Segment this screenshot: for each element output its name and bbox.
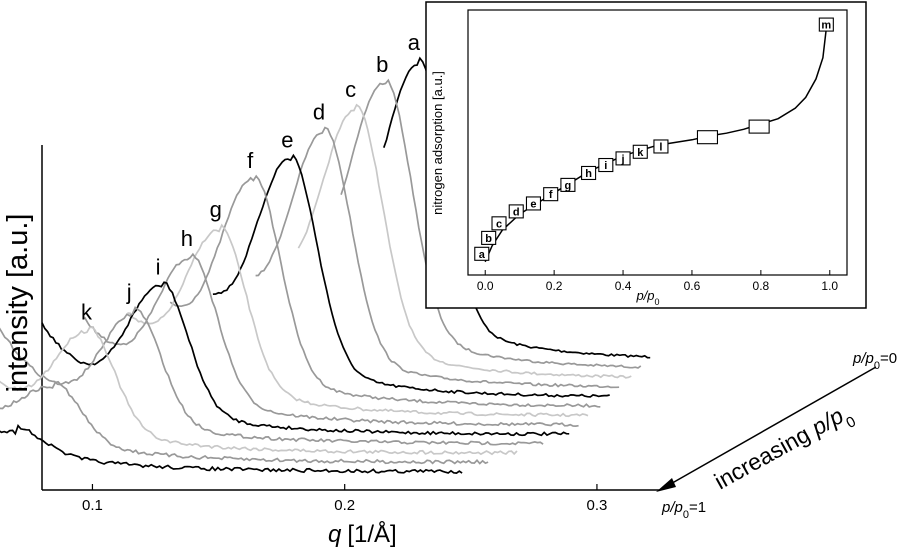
inset-x-axis-label: p/p0: [635, 288, 659, 307]
main-x-axis-label: q [1/Å]: [328, 520, 397, 548]
inset-x-ticks: 0.0 0.2 0.4 0.6 0.8 1.0: [477, 270, 838, 293]
isotherm-point-f: f: [543, 187, 559, 202]
scattering-curve-m: [0, 424, 463, 474]
isotherm-point-d: d: [508, 204, 524, 219]
inset-y-axis-label: nitrogen adsorption [a.u.]: [430, 71, 445, 215]
isotherm-point-l: l: [653, 139, 669, 154]
curve-label-k: k: [81, 299, 93, 324]
main-x-tick-label: 0.1: [82, 497, 103, 514]
curve-label-h: h: [181, 226, 193, 251]
pressure-end-label: p/p0=1: [661, 499, 706, 521]
svg-text:g: g: [565, 180, 572, 192]
svg-text:b: b: [485, 233, 492, 245]
isotherm-point-e: e: [525, 196, 542, 211]
isotherm-point-a: a: [474, 246, 490, 261]
scattering-curve-h: [83, 252, 579, 427]
svg-text:j: j: [621, 153, 625, 165]
isotherm-point-h: h: [581, 165, 597, 181]
curve-label-c: c: [345, 77, 356, 102]
curve-label-b: b: [376, 52, 388, 77]
isotherm-point-g: g: [560, 177, 576, 192]
scattering-curve-j: [0, 306, 544, 446]
isotherm-point-c: c: [491, 216, 507, 231]
curve-label-e: e: [281, 127, 293, 152]
inset-x-tick-label: 0.4: [615, 279, 632, 293]
inset-x-tick-label: 1.0: [821, 279, 838, 293]
svg-text:k: k: [637, 147, 644, 159]
svg-text:e: e: [530, 198, 536, 210]
main-y-axis-label: intensity [a.u.]: [2, 214, 34, 393]
curve-label-d: d: [313, 100, 325, 125]
curve-label-f: f: [247, 148, 254, 173]
scattering-curve-i: [41, 281, 570, 437]
scattering-curve-d: [255, 126, 620, 389]
svg-text:h: h: [585, 168, 592, 180]
isotherm-point: [748, 119, 770, 134]
svg-text:a: a: [479, 249, 486, 261]
isotherm-point-m: m: [818, 17, 834, 32]
main-x-tick-label: 0.2: [334, 497, 355, 514]
isotherm-point: [696, 130, 719, 145]
svg-text:m: m: [821, 20, 831, 32]
isotherm-point-i: i: [598, 157, 614, 173]
curve-label-j: j: [126, 279, 132, 304]
scattering-curve-c: [297, 103, 632, 379]
inset-plot-frame: [467, 9, 848, 276]
pressure-start-label: p/p0=0: [852, 350, 897, 372]
main-x-ticks: 0.1 0.2 0.3: [82, 484, 607, 514]
pressure-direction-arrow: [656, 366, 877, 492]
scattering-curve-k: [0, 326, 518, 456]
main-x-tick-label: 0.3: [587, 497, 608, 514]
curve-label-i: i: [156, 254, 161, 279]
scattering-curve-g: [127, 223, 589, 418]
svg-text:d: d: [513, 206, 520, 218]
inset-x-tick-label: 0.0: [477, 279, 494, 293]
svg-text:i: i: [604, 160, 607, 172]
scattering-curve-f: [169, 174, 601, 408]
inset-x-tick-label: 0.6: [684, 279, 701, 293]
scattering-curve-l: [0, 380, 489, 465]
curve-label-a: a: [408, 30, 421, 55]
isotherm-point-k: k: [632, 144, 648, 159]
scattering-curve-b: [340, 78, 642, 369]
inset-x-tick-label: 0.2: [546, 279, 563, 293]
isotherm-point-j: j: [615, 151, 631, 166]
svg-text:l: l: [659, 141, 662, 153]
curve-label-g: g: [210, 197, 222, 222]
scattering-curve-e: [212, 153, 610, 398]
isotherm-point-b: b: [481, 230, 497, 245]
svg-text:c: c: [496, 218, 502, 230]
inset-x-tick-label: 0.8: [753, 279, 770, 293]
svg-text:f: f: [549, 189, 553, 201]
